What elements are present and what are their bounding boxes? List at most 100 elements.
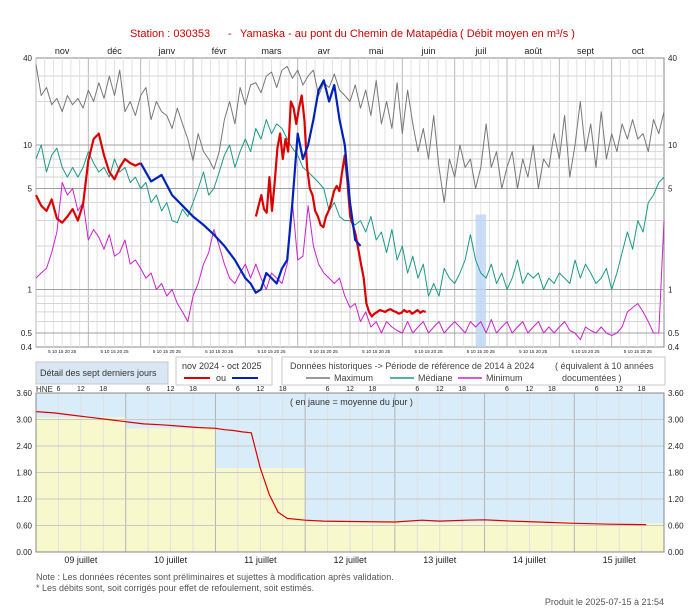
annual-day-tick-label: 5 10 15 20 25: [624, 349, 653, 354]
hourly-hour-label: 18: [279, 386, 287, 393]
series-nov-2024-oct-2025-red: [35, 132, 142, 224]
annual-month-label: oct: [632, 46, 645, 56]
hourly-y-tick-label-right: 3.60: [668, 389, 684, 398]
hourly-y-tick-label-right: 0.60: [668, 522, 684, 531]
footer-produced: Produit le 2025-07-15 à 21:54: [545, 597, 664, 607]
title-dash: -: [228, 28, 232, 40]
annual-y-ticks: 40 40 10 10 5 5 1 1 0.5 0.5 0.4 0.4: [21, 54, 680, 352]
annual-y-tick-label-right: 0.4: [668, 343, 680, 352]
hourly-y-tick-label: 0.00: [16, 548, 32, 557]
annual-month-label: févr: [212, 46, 227, 56]
annual-month-label: juin: [420, 46, 435, 56]
series-nov-2024-oct-2025-red: [254, 94, 427, 318]
series-m-diane: [35, 119, 665, 297]
hourly-day-label: 13 juillet: [423, 555, 457, 565]
title-unit: ( Débit moyen en m³/s ): [460, 28, 575, 40]
hourly-series: [35, 411, 647, 526]
hourly-hour-label: 6: [236, 386, 240, 393]
station-id: Station : 030353: [130, 28, 210, 40]
annual-y-tick-label: 10: [23, 141, 32, 150]
hourly-hour-label: 6: [415, 386, 419, 393]
recent-week-band: [475, 214, 487, 347]
annual-grid: [35, 58, 664, 347]
annual-series: [35, 64, 665, 341]
hourly-hour-label: 6: [326, 386, 330, 393]
annual-day-tick-label: 5 10 15 20 25: [48, 349, 77, 354]
annual-month-label: juil: [474, 46, 486, 56]
hourly-day-labels: 09 juillet 10 juillet 11 juillet 12 juillet…: [64, 555, 636, 565]
annual-y-tick-label: 5: [28, 184, 33, 193]
hourly-day-label: 12 juillet: [333, 555, 367, 565]
annual-month-label: janv: [158, 46, 176, 56]
series-nov-2024-oct-2025-blue: [139, 79, 362, 294]
hourly-y-tick-label: 0.60: [16, 522, 32, 531]
annual-day-tick-label: 5 10 15 20 25: [153, 349, 182, 354]
hourly-hour-label: 12: [526, 386, 534, 393]
hourly-day-label: 09 juillet: [64, 555, 98, 565]
legend: Détail des sept derniers jours nov 2024 …: [35, 356, 666, 386]
series-hourly-flow: [35, 411, 647, 526]
legend-historic-box: [281, 356, 666, 386]
hourly-hour-label: 18: [189, 386, 197, 393]
annual-day-tick-label: 5 10 15 20 25: [571, 349, 600, 354]
hourly-plot-border: [35, 392, 665, 553]
hourly-y-tick-label: 1.80: [16, 469, 32, 478]
annual-y-tick-label-right: 40: [668, 54, 677, 63]
legend-equivalent: ( équivalent à 10 années: [555, 361, 654, 371]
hourly-hour-label: 6: [56, 386, 60, 393]
hourly-y-tick-label-right: 3.00: [668, 416, 684, 425]
annual-month-label: mai: [369, 46, 384, 56]
hourly-hour-label: 6: [505, 386, 509, 393]
annual-y-tick-label-right: 5: [668, 184, 673, 193]
hourly-daily-means: [36, 417, 664, 552]
annual-y-tick-label: 0.4: [21, 343, 33, 352]
hourly-hour-label: 18: [638, 386, 646, 393]
legend-period: nov 2024 - oct 2025: [182, 361, 262, 371]
annual-day-tick-label: 5 10 15 20 25: [519, 349, 548, 354]
legend-historic: Données historiques -> Période de référe…: [290, 361, 534, 371]
hourly-day-label: 11 juillet: [244, 555, 277, 565]
annual-day-ticks: 5 10 15 20 25 5 10 15 20 25 5 10 15 20 25 5…: [48, 349, 652, 354]
annual-month-label: nov: [55, 46, 70, 56]
hourly-hour-label: 12: [77, 386, 85, 393]
footer-note-estimates: * Les débits sont, soit corrigés pour ef…: [36, 583, 314, 593]
annual-month-label: déc: [107, 46, 122, 56]
hourly-y-tick-label-right: 1.20: [668, 495, 684, 504]
legend-ou: ou: [216, 373, 226, 383]
hourly-hour-label: 18: [99, 386, 107, 393]
hourly-y-tick-label-right: 1.80: [668, 469, 684, 478]
hourly-hour-label: 12: [436, 386, 444, 393]
hourly-day-label: 15 juillet: [603, 555, 637, 565]
hourly-hour-label: 18: [548, 386, 556, 393]
annual-chart: 40 40 10 10 5 5 1 1 0.5 0.5 0.4 0.4 nov déc janv févr m…: [21, 46, 680, 354]
legend-documented: documentées ): [562, 373, 622, 383]
hourly-chart: HNE 6 12 18 6 12 18 6 12 18 6 12 18 6 12 18 6 12 18 6 12 18 …: [16, 385, 684, 565]
annual-day-tick-label: 5 10 15 20 25: [362, 349, 391, 354]
legend-min: Minimum: [486, 373, 523, 383]
hourly-y-label: HNE: [36, 385, 53, 394]
annual-day-tick-label: 5 10 15 20 25: [310, 349, 339, 354]
annual-day-tick-label: 5 10 15 20 25: [100, 349, 129, 354]
annual-y-tick-label: 1: [28, 285, 33, 294]
hourly-y-tick-label: 3.00: [16, 416, 32, 425]
hourly-hour-label: 12: [256, 386, 264, 393]
legend-last-days-box: [35, 361, 169, 385]
hourly-y-tick-label: 2.40: [16, 442, 32, 451]
annual-day-tick-label: 5 10 15 20 25: [414, 349, 443, 354]
hourly-y-tick-label-right: 0.00: [668, 548, 684, 557]
annual-y-tick-label: 0.5: [21, 329, 33, 338]
annual-y-tick-label-right: 1: [668, 285, 673, 294]
annual-y-tick-label: 40: [23, 54, 32, 63]
hourly-hour-label: 6: [146, 386, 150, 393]
annual-month-label: sept: [577, 46, 595, 56]
annual-month-label: mars: [262, 46, 282, 56]
hourly-y-ticks: 3.60 3.60 3.00 3.00 2.40 2.40 1.80 1.80 1.20 1.20…: [16, 389, 684, 557]
annual-y-tick-label-right: 10: [668, 141, 677, 150]
recent-week-highlight: [475, 214, 487, 347]
annual-y-tick-label-right: 0.5: [668, 329, 680, 338]
station-name: Yamaska - au pont du Chemin de Matapédia: [240, 28, 458, 40]
hourly-hour-label: 12: [346, 386, 354, 393]
annual-month-label: avr: [318, 46, 331, 56]
hourly-hour-label: 12: [615, 386, 623, 393]
